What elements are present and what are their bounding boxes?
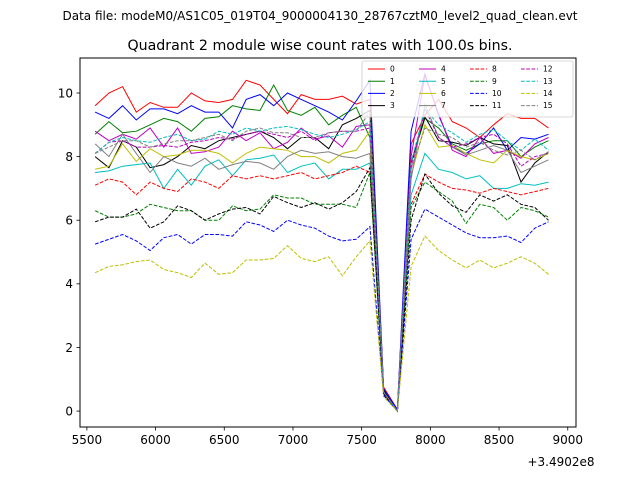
series-line-12	[94, 107, 549, 413]
legend-label-13: 13	[543, 77, 553, 86]
legend-label-9: 9	[492, 77, 497, 86]
series-line-8	[94, 165, 549, 413]
series-line-4	[94, 73, 549, 413]
y-tick-label: 8	[65, 150, 73, 164]
y-tick-label: 0	[65, 404, 73, 418]
x-tick-label: 8000	[415, 433, 446, 447]
legend-label-1: 1	[390, 77, 395, 86]
plot-frame	[79, 57, 577, 428]
legend-label-0: 0	[390, 65, 395, 74]
legend-label-6: 6	[441, 89, 446, 98]
chart-title: Quadrant 2 module wise count rates with …	[127, 38, 512, 54]
series-line-2	[94, 72, 549, 412]
series-line-15	[94, 110, 549, 413]
series-line-6	[94, 123, 549, 413]
legend-label-15: 15	[543, 101, 553, 110]
y-tick-label: 6	[65, 214, 73, 228]
x-tick-label: 9000	[552, 433, 583, 447]
legend-label-4: 4	[441, 65, 446, 74]
x-tick-label: 7000	[278, 433, 309, 447]
x-tick-label: 8500	[484, 433, 515, 447]
x-offset-label: +3.4902e8	[527, 455, 594, 469]
series-line-13	[94, 107, 549, 413]
series-line-14	[94, 235, 549, 413]
legend-label-12: 12	[543, 65, 553, 74]
legend-box	[361, 60, 574, 118]
figure-suptitle: Data file: modeM0/AS1C05_019T04_90000041…	[62, 9, 577, 23]
y-tick-label: 10	[58, 86, 73, 100]
legend-label-2: 2	[390, 89, 395, 98]
legend-label-11: 11	[492, 101, 502, 110]
x-tick-label: 6000	[140, 433, 171, 447]
legend-label-10: 10	[492, 89, 502, 98]
x-tick-label: 6500	[209, 433, 240, 447]
x-tick-label: 5500	[72, 433, 103, 447]
series-line-3	[94, 109, 549, 413]
x-axis: 5500 6000 6500 7000 7500 8000 8500 9000	[72, 427, 583, 447]
series-line-9	[94, 172, 549, 413]
legend-label-8: 8	[492, 65, 497, 74]
legend-label-14: 14	[543, 89, 553, 98]
y-tick-label: 4	[65, 277, 73, 291]
legend-label-3: 3	[390, 101, 395, 110]
series-line-10	[94, 208, 549, 413]
legend-label-5: 5	[441, 77, 446, 86]
series-line-0	[94, 79, 549, 412]
y-tick-label: 2	[65, 341, 73, 355]
series-line-5	[95, 152, 549, 413]
plot-lines	[94, 72, 549, 413]
x-tick-label: 7500	[346, 433, 377, 447]
y-axis: 0 2 4 6 8 10	[58, 86, 80, 418]
series-line-7	[94, 102, 549, 413]
series-line-11	[94, 166, 549, 413]
legend-label-7: 7	[441, 101, 446, 110]
